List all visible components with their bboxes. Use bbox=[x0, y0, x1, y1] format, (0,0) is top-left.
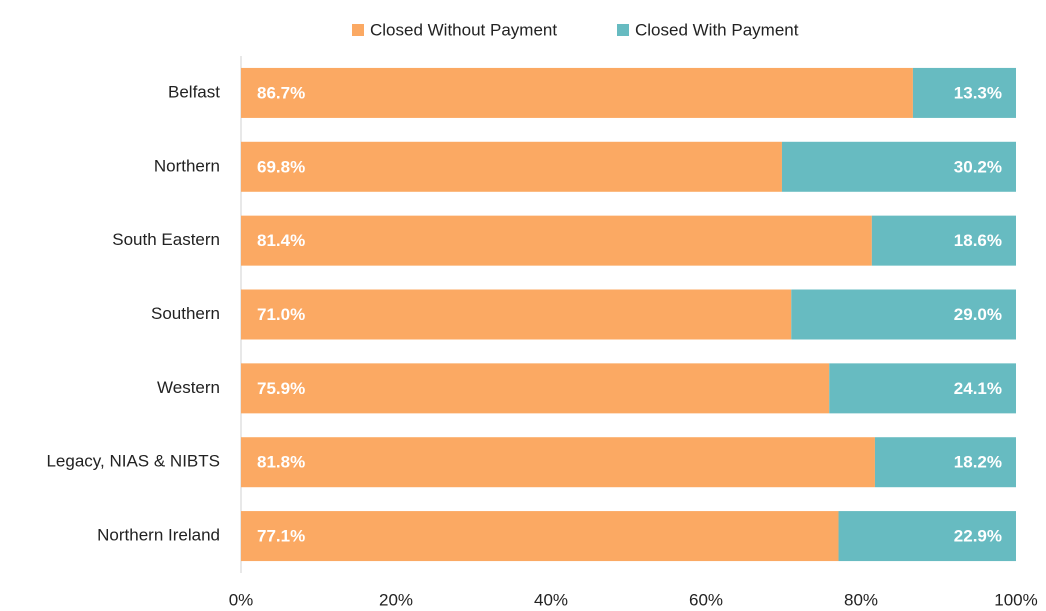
value-label: 13.3% bbox=[954, 83, 1002, 102]
x-tick-label: 20% bbox=[379, 590, 413, 609]
value-label: 24.1% bbox=[954, 379, 1002, 398]
x-tick-label: 60% bbox=[689, 590, 723, 609]
value-label: 77.1% bbox=[257, 527, 305, 546]
y-tick-label: South Eastern bbox=[112, 230, 220, 249]
y-tick-label: Northern Ireland bbox=[97, 526, 220, 545]
x-tick-label: 100% bbox=[994, 590, 1037, 609]
y-tick-label: Belfast bbox=[168, 82, 220, 101]
y-tick-label: Legacy, NIAS & NIBTS bbox=[46, 452, 220, 471]
value-label: 75.9% bbox=[257, 379, 305, 398]
value-label: 71.0% bbox=[257, 305, 305, 324]
bar-segment bbox=[241, 67, 913, 118]
bar-segment bbox=[241, 141, 782, 192]
bar-segment bbox=[874, 437, 1016, 488]
x-tick-label: 40% bbox=[534, 590, 568, 609]
y-tick-label: Southern bbox=[151, 304, 220, 323]
legend-swatch bbox=[352, 24, 364, 36]
value-label: 81.4% bbox=[257, 231, 305, 250]
bar-segment bbox=[241, 511, 839, 562]
value-label: 18.2% bbox=[954, 453, 1002, 472]
value-label: 29.0% bbox=[954, 305, 1002, 324]
x-tick-label: 80% bbox=[844, 590, 878, 609]
bar-segment bbox=[912, 67, 1016, 118]
bar-segment bbox=[241, 289, 792, 340]
bar-segment bbox=[791, 289, 1016, 340]
bar-segment bbox=[241, 437, 875, 488]
y-tick-label: Western bbox=[157, 378, 220, 397]
value-label: 18.6% bbox=[954, 231, 1002, 250]
value-label: 69.8% bbox=[257, 157, 305, 176]
y-tick-label: Northern bbox=[154, 156, 220, 175]
x-tick-label: 0% bbox=[229, 590, 254, 609]
value-label: 86.7% bbox=[257, 83, 305, 102]
bar-segment bbox=[871, 215, 1016, 266]
legend-swatch bbox=[617, 24, 629, 36]
bar-segment bbox=[829, 363, 1016, 414]
legend-label: Closed Without Payment bbox=[370, 20, 557, 39]
value-label: 30.2% bbox=[954, 157, 1002, 176]
bar-segment bbox=[241, 363, 830, 414]
value-label: 81.8% bbox=[257, 453, 305, 472]
value-label: 22.9% bbox=[954, 527, 1002, 546]
bar-segment bbox=[241, 215, 872, 266]
bar-segment bbox=[781, 141, 1016, 192]
legend-label: Closed With Payment bbox=[635, 20, 799, 39]
bar-segment bbox=[838, 511, 1016, 562]
